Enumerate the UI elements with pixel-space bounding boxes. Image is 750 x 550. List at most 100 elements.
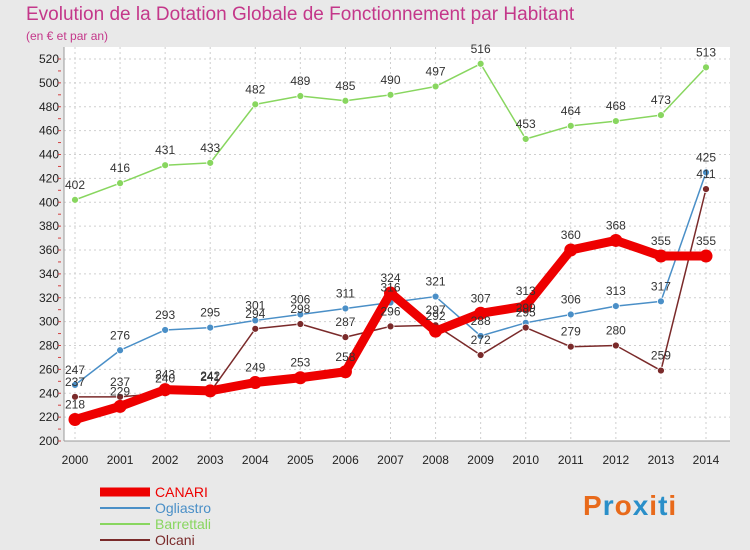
data-label-canari: 313 [516,284,536,298]
data-label-olcani: 240 [155,371,175,385]
legend-label-ogliastro: Ogliastro [155,500,211,516]
data-point-olcani [702,185,710,194]
x-tick-label: 2001 [107,453,134,467]
y-tick-label: 320 [39,291,59,305]
y-tick-label: 520 [39,52,59,66]
data-label-ogliastro: 295 [200,306,220,320]
data-label-canari: 355 [651,234,671,248]
data-point-canari [338,365,352,379]
data-label-barrettali: 516 [471,42,491,56]
data-point-olcani [476,351,485,359]
data-label-canari: 360 [561,228,581,242]
data-label-olcani: 237 [65,375,85,389]
y-tick-label: 340 [39,267,59,281]
chart-subtitle: (en € et par an) [26,29,109,43]
data-point-barrettali [71,195,79,204]
logo-letter: t [658,490,669,521]
y-tick-label: 220 [39,410,59,424]
data-label-ogliastro: 288 [471,314,491,328]
data-point-canari [654,249,668,263]
legend-label-olcani: Olcani [155,532,195,548]
data-point-barrettali [657,111,665,120]
y-tick-label: 260 [39,362,59,376]
x-tick-label: 2012 [603,453,630,467]
data-label-ogliastro: 321 [426,275,446,289]
x-tick-label: 2000 [62,453,89,467]
data-point-olcani [521,323,530,332]
data-label-barrettali: 453 [516,117,536,131]
data-label-ogliastro: 247 [65,363,85,377]
data-point-ogliastro [251,316,260,325]
data-label-barrettali: 489 [290,74,310,88]
proxiti-logo: Proxiti [583,490,677,522]
x-tick-label: 2010 [512,453,539,467]
data-label-olcani: 411 [696,167,715,181]
data-label-barrettali: 468 [606,99,626,113]
data-point-canari [293,371,307,385]
data-label-ogliastro: 313 [606,284,626,298]
data-label-olcani: 259 [651,349,671,363]
data-label-barrettali: 464 [561,104,581,118]
data-point-ogliastro [566,310,575,319]
data-label-canari: 253 [290,356,310,370]
data-label-olcani: 287 [335,315,355,329]
y-tick-label: 380 [39,219,59,233]
data-point-barrettali [702,63,710,72]
data-point-canari [519,299,533,313]
logo-letter: o [614,490,633,521]
data-label-canari: 292 [426,309,446,323]
data-label-barrettali: 473 [651,93,671,107]
data-label-olcani: 294 [245,307,265,321]
y-tick-label: 300 [39,315,59,329]
data-label-canari: 249 [245,361,265,375]
data-point-barrettali [161,161,170,170]
data-label-canari: 242 [200,369,220,383]
data-point-canari [113,399,127,413]
data-point-canari [474,306,488,320]
data-point-ogliastro [116,346,124,355]
data-point-ogliastro [702,168,710,177]
data-label-canari: 229 [110,384,130,398]
y-tick-label: 500 [39,76,59,90]
y-tick-label: 280 [39,339,59,353]
data-label-ogliastro: 276 [110,328,130,342]
x-tick-label: 2003 [197,453,224,467]
data-point-canari [384,286,397,300]
data-label-barrettali: 485 [335,79,355,93]
y-tick-label: 400 [39,195,59,209]
data-label-ogliastro: 306 [290,292,310,306]
data-point-canari [68,413,82,427]
data-label-olcani: 296 [380,304,400,318]
data-point-canari [564,243,578,257]
data-label-olcani: 279 [561,325,581,339]
data-point-barrettali [206,158,215,167]
data-label-ogliastro: 316 [380,281,400,295]
chart-title: Evolution de la Dotation Globale de Fonc… [26,4,575,25]
y-tick-label: 420 [39,171,59,185]
legend-label-canari: CANARI [155,484,208,500]
data-point-canari [609,233,623,247]
data-label-barrettali: 402 [65,178,85,192]
data-label-barrettali: 433 [200,141,220,155]
logo-letter: x [632,490,650,521]
x-tick-label: 2002 [152,453,179,467]
data-point-barrettali [476,59,485,68]
data-label-ogliastro: 317 [651,279,671,293]
logo-letter: i [668,490,678,521]
x-tick-label: 2004 [242,453,269,467]
data-label-canari: 218 [65,398,85,412]
data-label-barrettali: 431 [155,143,175,157]
data-point-barrettali [251,100,260,109]
data-label-canari: 368 [606,218,626,232]
data-label-olcani: 295 [516,306,536,320]
data-point-canari [429,324,443,338]
data-point-barrettali [386,90,395,99]
data-point-canari [158,383,172,397]
data-point-canari [248,376,262,390]
data-point-barrettali [296,92,305,100]
y-tick-label: 200 [39,434,59,448]
data-label-barrettali: 490 [380,73,400,87]
data-point-olcani [251,324,260,333]
